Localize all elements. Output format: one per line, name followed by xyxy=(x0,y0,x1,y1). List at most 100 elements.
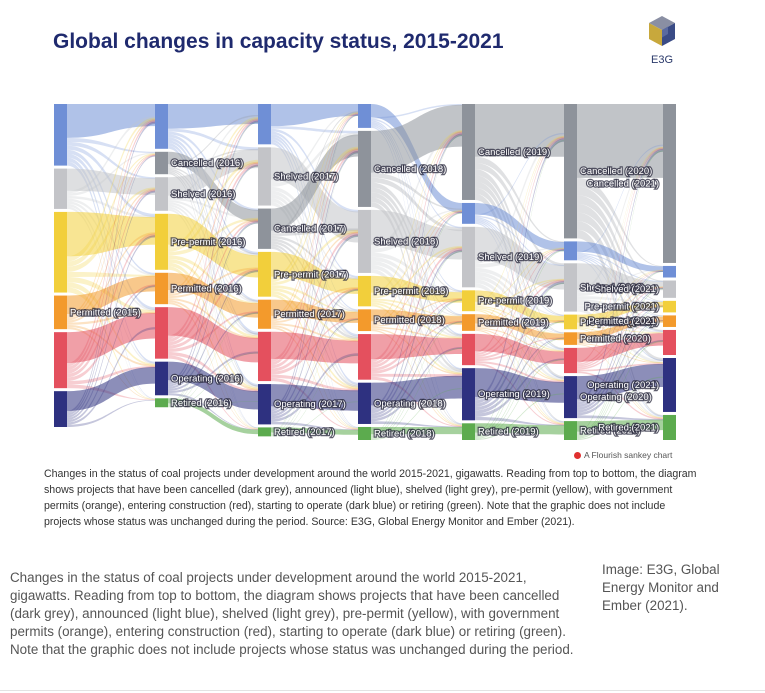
sankey-link xyxy=(67,117,155,262)
sankey-link xyxy=(67,187,155,272)
sankey-node-operating[interactable] xyxy=(155,361,168,396)
sankey-node-retired[interactable] xyxy=(358,426,371,440)
sankey-node-announced[interactable] xyxy=(258,104,271,145)
sankey-link xyxy=(168,270,258,389)
sankey-link xyxy=(168,121,258,404)
sankey-link xyxy=(577,259,663,417)
sankey-node-construction[interactable] xyxy=(663,329,676,356)
sankey-node-shelved[interactable] xyxy=(663,280,676,298)
sankey-node-shelved[interactable] xyxy=(258,147,271,206)
sankey-node-permitted[interactable] xyxy=(663,315,676,327)
sankey-link xyxy=(168,151,258,223)
sankey-node-construction[interactable] xyxy=(54,332,67,389)
sankey-link xyxy=(168,401,258,408)
sankey-node-prepermit[interactable] xyxy=(462,290,475,312)
sankey-node-retired[interactable] xyxy=(155,398,168,408)
sankey-link xyxy=(271,229,358,286)
sankey-node-announced[interactable] xyxy=(462,202,475,224)
sankey-link xyxy=(271,251,358,294)
sankey-node-operating[interactable] xyxy=(258,384,271,425)
sankey-link xyxy=(371,321,462,419)
sankey-node-shelved[interactable] xyxy=(462,226,475,288)
sankey-node-cancelled[interactable] xyxy=(358,130,371,207)
sankey-node-permitted[interactable] xyxy=(462,314,475,331)
sankey-node-permitted[interactable] xyxy=(54,295,67,330)
sankey-node-construction[interactable] xyxy=(258,331,271,382)
sankey-link xyxy=(577,301,663,323)
sankey-node-prepermit[interactable] xyxy=(155,213,168,270)
sankey-node-shelved[interactable] xyxy=(358,209,371,273)
sankey-link xyxy=(168,393,258,430)
sankey-link xyxy=(577,371,663,420)
sankey-link xyxy=(475,321,564,437)
sankey-node-announced[interactable] xyxy=(54,104,67,166)
sankey-node-prepermit[interactable] xyxy=(54,211,67,293)
sankey-node-operating[interactable] xyxy=(358,382,371,424)
sankey-link xyxy=(168,271,258,406)
sankey-node-operating[interactable] xyxy=(54,391,67,427)
sankey-link xyxy=(371,321,462,439)
sankey-link xyxy=(271,134,358,231)
sankey-node-cancelled[interactable] xyxy=(462,104,475,200)
sankey-node-permitted[interactable] xyxy=(258,299,271,329)
sankey-link xyxy=(168,272,258,318)
sankey-node-announced[interactable] xyxy=(155,104,168,149)
sankey-link xyxy=(271,110,358,184)
sankey-link xyxy=(168,115,258,198)
sankey-link xyxy=(371,127,462,249)
sankey-link xyxy=(475,226,564,290)
sankey-node-announced[interactable] xyxy=(663,265,676,278)
sankey-link xyxy=(475,169,564,316)
sankey-node-cancelled[interactable] xyxy=(155,151,168,175)
sankey-node-retired[interactable] xyxy=(663,414,676,440)
flourish-dot-icon xyxy=(574,452,581,459)
sankey-link xyxy=(271,234,358,415)
sankey-link xyxy=(475,250,564,435)
sankey-node-shelved[interactable] xyxy=(155,177,168,211)
sankey-node-cancelled[interactable] xyxy=(258,208,271,249)
sankey-link xyxy=(577,415,663,421)
sankey-link xyxy=(475,337,564,414)
sankey-link xyxy=(577,305,663,410)
sankey-link xyxy=(577,229,663,417)
sankey-link xyxy=(271,190,358,312)
sankey-node-retired[interactable] xyxy=(258,427,271,437)
sankey-node-shelved[interactable] xyxy=(54,168,67,209)
sankey-node-operating[interactable] xyxy=(663,358,676,412)
sankey-node-announced[interactable] xyxy=(564,241,577,261)
sankey-node-cancelled[interactable] xyxy=(564,104,577,239)
sankey-link xyxy=(271,354,358,436)
sankey-link xyxy=(271,115,358,433)
flourish-credit[interactable]: A Flourish sankey chart xyxy=(574,450,672,460)
sankey-node-announced[interactable] xyxy=(358,104,371,128)
sankey-node-permitted[interactable] xyxy=(564,332,577,345)
sankey-node-operating[interactable] xyxy=(564,376,577,419)
sankey-node-permitted[interactable] xyxy=(358,309,371,332)
sankey-link xyxy=(67,285,155,423)
sankey-link xyxy=(577,305,663,343)
sankey-node-retired[interactable] xyxy=(462,423,475,440)
sankey-node-permitted[interactable] xyxy=(155,272,168,305)
sankey-node-cancelled[interactable] xyxy=(663,104,676,263)
sankey-node-construction[interactable] xyxy=(462,333,475,366)
sankey-node-prepermit[interactable] xyxy=(358,275,371,307)
sankey-link xyxy=(67,121,155,414)
sankey-link xyxy=(577,305,663,364)
sankey-node-operating[interactable] xyxy=(462,368,475,421)
sankey-node-prepermit[interactable] xyxy=(564,314,577,330)
sankey-node-construction[interactable] xyxy=(564,347,577,374)
sankey-node-retired[interactable] xyxy=(564,421,577,440)
sankey-node-construction[interactable] xyxy=(155,307,168,359)
sankey-link xyxy=(371,421,462,428)
sankey-link xyxy=(475,202,564,252)
sankey-link xyxy=(168,220,258,346)
sankey-link xyxy=(271,401,358,437)
sankey-node-shelved[interactable] xyxy=(564,263,577,312)
sankey-node-prepermit[interactable] xyxy=(258,251,271,297)
sankey-link xyxy=(577,296,663,303)
sankey-link xyxy=(371,375,462,406)
sankey-link xyxy=(577,288,663,436)
sankey-link xyxy=(577,186,663,282)
sankey-node-construction[interactable] xyxy=(358,334,371,380)
sankey-node-prepermit[interactable] xyxy=(663,300,676,313)
